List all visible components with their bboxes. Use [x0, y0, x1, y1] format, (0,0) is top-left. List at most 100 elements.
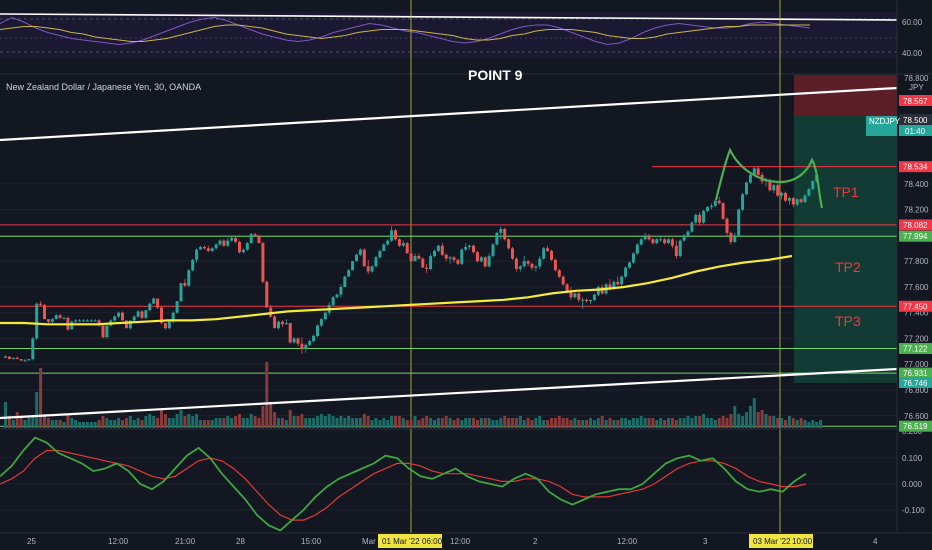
candle-body: [19, 359, 23, 361]
candle-body: [85, 320, 89, 322]
candle-body: [308, 341, 312, 345]
time-tick: 12:00: [450, 537, 471, 546]
candle-body: [483, 257, 487, 267]
candle-body: [487, 256, 491, 267]
candle-body: [651, 239, 655, 244]
volume-bar: [655, 420, 659, 428]
volume-bar: [585, 420, 589, 428]
volume-bar: [487, 418, 491, 428]
candle-body: [546, 248, 550, 251]
volume-bar: [382, 418, 386, 428]
volume-bar: [596, 418, 600, 428]
volume-bar: [713, 420, 717, 428]
volume-bar: [284, 420, 288, 428]
volume-bar: [191, 416, 195, 428]
volume-bar: [795, 420, 799, 428]
price-tick: 77.600: [904, 283, 929, 292]
volume-bar: [530, 420, 534, 428]
volume-bar: [43, 414, 46, 428]
candle-body: [218, 240, 222, 245]
volume-bar: [370, 420, 374, 428]
volume-bar: [553, 418, 557, 428]
volume-bar: [319, 414, 323, 428]
candle-body: [323, 312, 327, 320]
volume-bar: [589, 418, 592, 428]
volume-bar: [550, 418, 553, 428]
volume-bar: [78, 422, 82, 428]
volume-bar: [202, 420, 206, 428]
macd-tick-2: 0.000: [902, 480, 923, 489]
price-tick: 77.000: [904, 360, 929, 369]
volume-bar: [93, 422, 97, 428]
volume-bar: [702, 414, 706, 428]
time-tick: Mar: [362, 537, 376, 546]
candle-body: [768, 180, 772, 191]
level-badges: 78.534 78.082 77.994 77.450 77.122 76.931 76.5…: [899, 161, 932, 432]
tp3-label: TP3: [835, 313, 861, 329]
candle-body: [456, 259, 460, 264]
volume-bar: [741, 416, 745, 428]
candle-body: [444, 254, 448, 259]
candle-body: [397, 239, 401, 246]
entry-badge: [899, 114, 932, 125]
candle-body: [366, 266, 370, 272]
volume-bar: [11, 420, 15, 428]
volume-bar: [171, 418, 175, 428]
candle-body: [495, 232, 499, 245]
candle-body: [475, 252, 479, 262]
candle-body: [370, 266, 374, 272]
volume-bar: [101, 416, 105, 428]
candle-body: [296, 338, 300, 344]
candle-body: [752, 168, 756, 175]
candle-body: [530, 263, 534, 268]
volume-bar: [475, 420, 479, 428]
candle-body: [577, 293, 581, 300]
candle-body: [70, 321, 74, 330]
candle-body: [273, 316, 277, 329]
candle-body: [565, 284, 569, 291]
time-tick: 25: [27, 537, 36, 546]
candle-body: [78, 320, 82, 322]
candle-body: [417, 256, 421, 259]
volume-bar: [491, 420, 495, 428]
candle-body: [784, 192, 787, 201]
candle-body: [799, 199, 803, 202]
candle-body: [214, 244, 218, 249]
level-badge-label: 76.931: [903, 369, 928, 378]
candle-body: [241, 249, 245, 253]
candle-body: [561, 276, 565, 285]
volume-bar: [639, 416, 643, 428]
candle-body: [733, 235, 737, 242]
candle-body: [144, 310, 148, 318]
candle-body: [429, 256, 433, 269]
candle-body: [288, 323, 292, 343]
volume-bar: [323, 416, 327, 428]
upper-trendline: [0, 86, 898, 142]
stop-badge: [899, 95, 932, 106]
candle-body: [292, 338, 296, 343]
candle-body: [152, 298, 156, 304]
volume-bar: [339, 416, 343, 428]
candle-body: [534, 266, 538, 268]
level-badge: [899, 367, 932, 379]
candle-body: [167, 321, 171, 329]
volume-bar: [694, 416, 698, 428]
chart-title: New Zealand Dollar / Japanese Yen, 30, O…: [6, 82, 201, 92]
stop-loss-zone: [794, 75, 897, 116]
level-badge-label: 78.082: [903, 221, 928, 230]
lower-trendline: [0, 367, 898, 420]
candle-body: [386, 240, 390, 245]
volume-bar: [97, 420, 101, 428]
level-badge-label: 77.450: [903, 302, 928, 311]
candle-body: [27, 359, 31, 361]
volume-bar: [308, 418, 312, 428]
volume-bar: [768, 416, 772, 428]
candle-body: [210, 248, 214, 251]
volume-bar: [557, 416, 561, 428]
volume-bar: [210, 420, 214, 428]
candle-body: [620, 276, 624, 285]
volume-bar: [776, 418, 780, 428]
rsi-tick-60: 60.00: [902, 18, 923, 27]
price-tick: 77.200: [904, 334, 929, 343]
